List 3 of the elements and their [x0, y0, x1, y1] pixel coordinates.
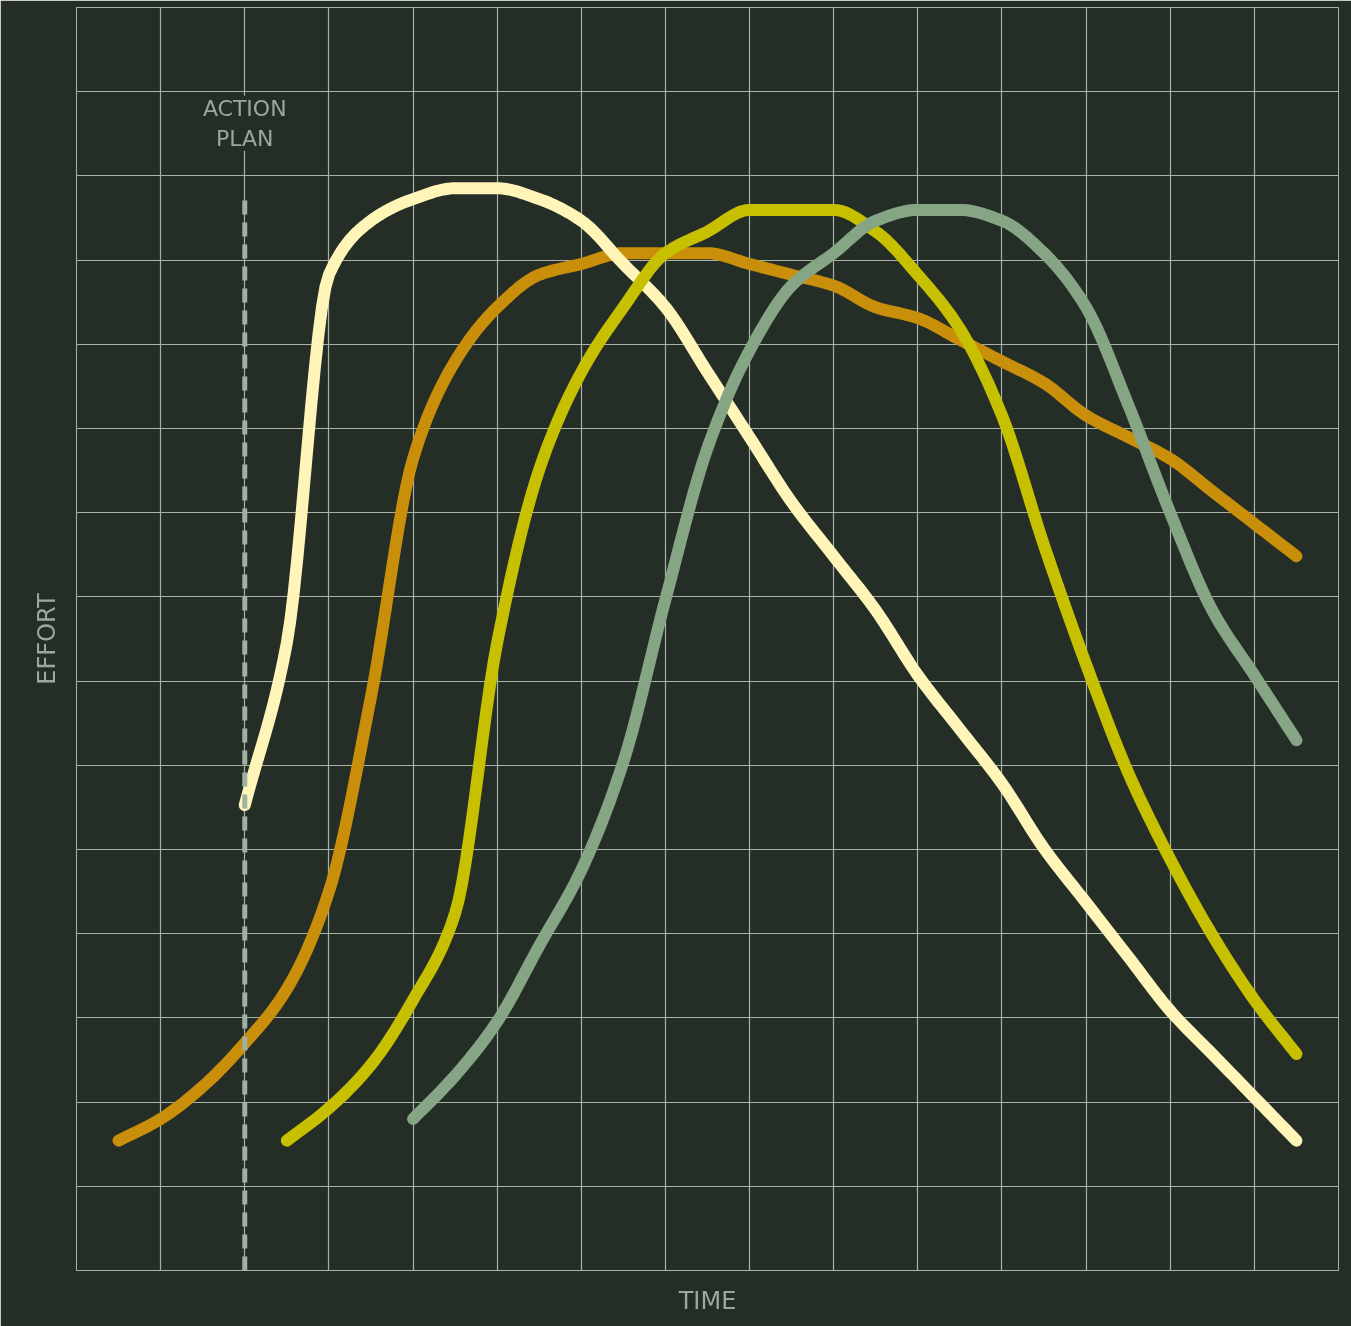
text: ACTION PLAN — [202, 95, 287, 151]
y-axis-title: EFFORT — [32, 593, 61, 685]
x-axis-title: TIME — [677, 1286, 737, 1315]
